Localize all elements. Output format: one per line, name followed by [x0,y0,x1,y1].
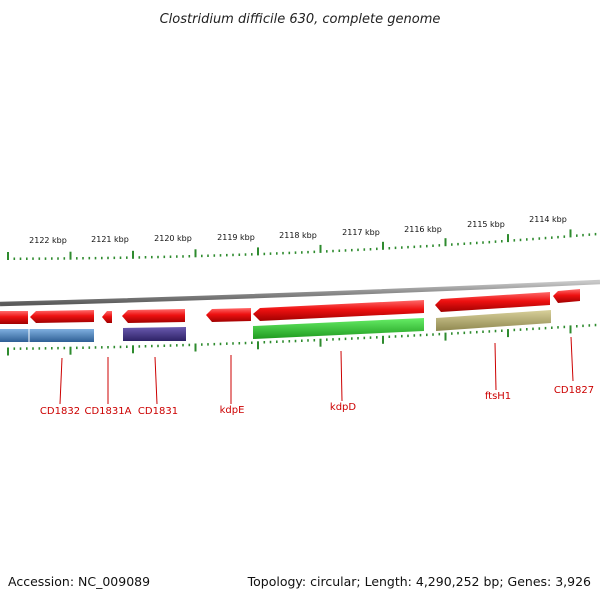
upper-scale-ruler [7,229,597,260]
gene-label-cd1832[interactable]: CD1832 [40,406,80,417]
scale-label: 2120 kbp [154,234,192,243]
cds-bar-purple[interactable] [123,327,186,341]
gene-label-kdpd[interactable]: kdpD [330,402,356,413]
genome-backbone [0,279,600,307]
gene-arrow-ftsh1[interactable] [435,292,550,312]
cds-track [0,310,551,342]
scale-label: 2115 kbp [467,220,505,229]
gene-track [0,289,580,324]
gene-arrow-cd1831a[interactable] [102,311,112,323]
cds-bar-blue[interactable] [0,329,94,342]
scale-label: 2118 kbp [279,231,317,240]
scale-label: 2122 kbp [29,236,67,245]
gene-label-ftsh1[interactable]: ftsH1 [485,391,511,402]
map-title: Clostridium difficile 630, complete geno… [160,12,441,27]
gene-arrow-kdpd[interactable] [253,300,424,321]
scale-label: 2116 kbp [404,225,442,234]
gene-label-cd1827[interactable]: CD1827 [554,385,594,396]
gene-arrow-cd1832a[interactable] [0,311,28,324]
gene-arrow-kdpe[interactable] [206,308,251,322]
lower-scale-ruler [7,323,597,356]
scale-label: 2114 kbp [529,215,567,224]
gene-label-cd1831[interactable]: CD1831 [138,406,178,417]
gene-labels: CD1832 CD1831A CD1831 kdpE kdpD ftsH1 CD… [40,385,594,417]
scale-label: 2121 kbp [91,235,129,244]
scale-label: 2117 kbp [342,228,380,237]
leader-line [494,342,497,391]
cds-bar-khaki[interactable] [436,310,551,331]
scale-label: 2119 kbp [217,233,255,242]
gene-label-kdpe[interactable]: kdpE [220,405,245,416]
gene-arrow-cd1832[interactable] [30,310,94,323]
genome-summary-text: Topology: circular; Length: 4,290,252 bp… [247,574,591,589]
gene-arrow-cd1827[interactable] [553,289,580,303]
leader-line [340,350,343,402]
leader-line [570,336,574,382]
gene-arrow-cd1831[interactable] [122,309,185,323]
gene-label-cd1831a[interactable]: CD1831A [85,406,132,417]
cds-bar-green[interactable] [253,318,424,339]
leader-line [59,357,63,405]
label-leaders [59,336,574,405]
scale-labels: 2122 kbp 2121 kbp 2120 kbp 2119 kbp 2118… [29,215,567,245]
accession-text: Accession: NC_009089 [8,574,150,589]
leader-line [154,356,158,405]
